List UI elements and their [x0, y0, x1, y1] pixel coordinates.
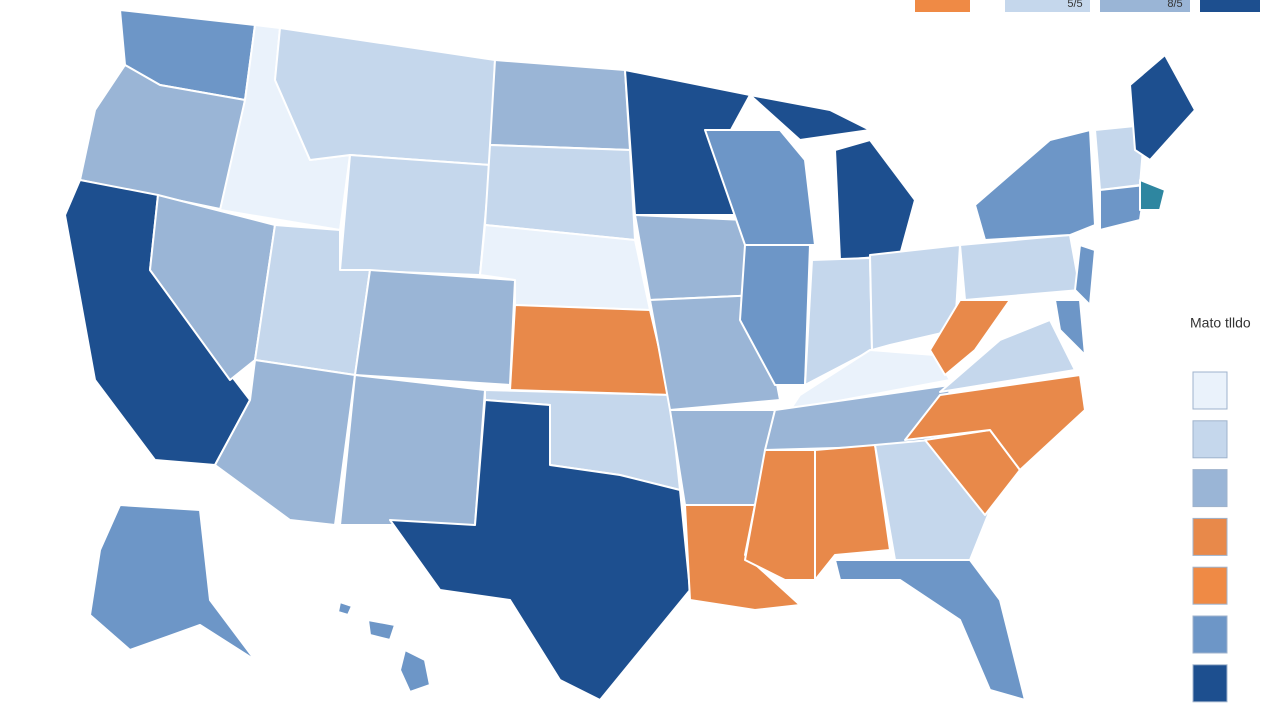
state: [974, 129, 1096, 241]
state: [89, 504, 256, 661]
legend-swatch: [1192, 517, 1228, 556]
state: [929, 299, 1011, 376]
legend-swatch: [1192, 469, 1228, 508]
state: [904, 374, 1086, 471]
state: [749, 94, 871, 141]
legend-swatch: [1005, 0, 1090, 12]
state: [1129, 54, 1196, 161]
state: [874, 439, 991, 561]
legend-title: Mato tlldo: [1190, 315, 1251, 331]
state: [339, 374, 486, 526]
legend: [1192, 371, 1228, 703]
state: [834, 559, 1026, 701]
legend-swatch: [1192, 371, 1228, 410]
state: [484, 144, 636, 241]
state: [814, 444, 891, 581]
legend-swatch: [1192, 664, 1228, 703]
state: [1054, 299, 1086, 356]
us-states: [64, 9, 1196, 701]
state: [739, 244, 811, 386]
state: [354, 269, 516, 386]
state: [489, 59, 631, 151]
state: [339, 154, 491, 276]
state: [509, 304, 671, 396]
state: [1099, 184, 1146, 231]
state: [959, 234, 1081, 301]
legend-swatch: [1192, 566, 1228, 605]
top-legend-fragment: 5/5 8/5: [915, 0, 1260, 12]
state: [399, 649, 431, 693]
state: [1074, 244, 1096, 306]
state: [367, 619, 396, 641]
top-label: 8/5: [1167, 0, 1182, 10]
state: [869, 244, 961, 351]
legend-swatch: [1100, 0, 1190, 12]
state: [834, 139, 916, 261]
legend-swatch: [1192, 420, 1228, 459]
state: [274, 27, 496, 166]
state: [939, 319, 1076, 393]
legend-swatch: [1192, 615, 1228, 654]
state: [337, 601, 353, 616]
state: [1139, 179, 1166, 211]
legend-swatch: [1200, 0, 1260, 12]
top-label: 5/5: [1067, 0, 1082, 10]
legend-swatch: [915, 0, 970, 12]
state: [704, 129, 816, 246]
state: [149, 194, 276, 381]
state: [389, 399, 691, 701]
